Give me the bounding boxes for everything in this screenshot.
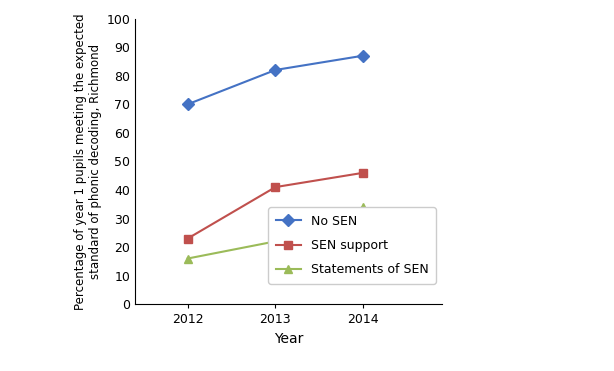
Statements of SEN: [359, 205, 367, 209]
Line: No SEN: No SEN: [184, 52, 367, 108]
SEN support: [272, 185, 279, 189]
SEN support: [359, 171, 367, 175]
Statements of SEN: [272, 239, 279, 244]
No SEN: [359, 53, 367, 58]
Legend: No SEN, SEN support, Statements of SEN: No SEN, SEN support, Statements of SEN: [268, 207, 436, 284]
Y-axis label: Percentage of year 1 pupils meeting the expected
standard of phonic decoding, Ri: Percentage of year 1 pupils meeting the …: [74, 13, 102, 310]
Line: SEN support: SEN support: [184, 169, 367, 243]
Statements of SEN: [184, 256, 192, 261]
Line: Statements of SEN: Statements of SEN: [184, 203, 367, 263]
X-axis label: Year: Year: [274, 332, 303, 346]
No SEN: [272, 68, 279, 72]
SEN support: [184, 236, 192, 241]
No SEN: [184, 102, 192, 106]
